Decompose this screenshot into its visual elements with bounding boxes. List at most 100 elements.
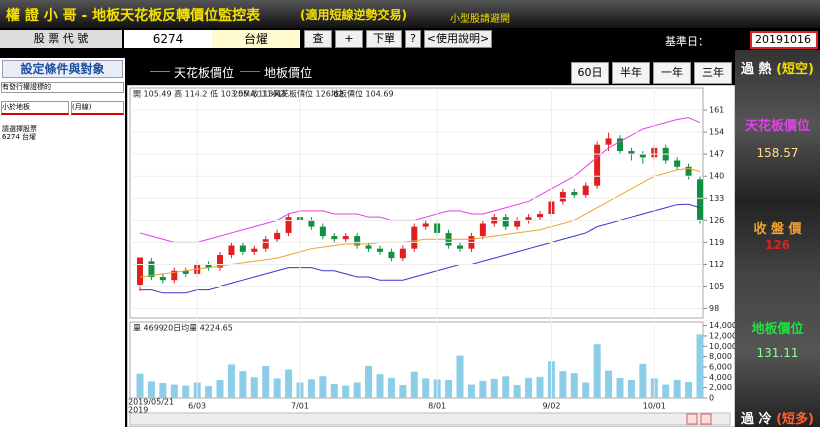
app-subtitle: (適用短線逆勢交易) (300, 8, 407, 22)
y-tick-label: 10,000 (709, 342, 735, 351)
ceiling-label: 天花板價位 (744, 119, 810, 134)
readout: 開 105.49 高 114.2 低 103.55 收 114.2 (133, 89, 285, 99)
toolbar-button[interactable]: 查 (304, 30, 332, 48)
volume-bar (182, 385, 190, 398)
y-tick-label: 0 (709, 394, 714, 403)
date-input[interactable]: 20191016 (750, 31, 818, 49)
volume-bar (205, 386, 213, 398)
x-tick-label: 9/02 (542, 402, 560, 411)
y-tick-label: 105 (709, 282, 724, 291)
cold-status: 過 冷 (短多) (735, 408, 820, 427)
volume-bar (673, 379, 681, 398)
readout: 天花板價位 126.62 (273, 89, 344, 99)
x-year-label: 2019 (128, 406, 148, 415)
x-tick-label: 10/01 (643, 402, 666, 411)
legend-label: 天花板價位 (174, 66, 235, 80)
volume-bar (662, 384, 670, 398)
volume-bar (685, 381, 693, 398)
close-value: 126 (764, 238, 791, 252)
volume-bar (239, 371, 247, 398)
range-button[interactable]: 一年 (653, 62, 691, 84)
legend-swatch (240, 71, 260, 72)
volume-bar (262, 365, 270, 398)
range-button[interactable]: 60日 (571, 62, 609, 84)
volume-bar (330, 384, 338, 398)
y-tick-label: 133 (709, 194, 724, 203)
left-panel: 設定條件與對象 有發行權證標的 小於地板 (月線) 請選擇股票 6274 台燿 (0, 58, 125, 427)
y-tick-label: 14,000 (709, 321, 735, 330)
volume-bar (582, 382, 590, 398)
period-select[interactable]: (月線) (71, 101, 124, 115)
legend-label: 地板價位 (264, 66, 313, 80)
y-tick-label: 98 (709, 304, 719, 313)
condition-select[interactable]: 小於地板 (1, 101, 69, 115)
volume-bar (399, 385, 407, 398)
volume-bar (559, 371, 567, 398)
y-tick-label: 126 (709, 216, 724, 225)
stock-name: 台燿 (212, 30, 300, 48)
scrollbar[interactable] (129, 412, 731, 426)
y-tick-label: 119 (709, 238, 724, 247)
app-title: 權 證 小 哥 - 地板天花板反轉價位監控表 (6, 8, 261, 24)
range-button[interactable]: 半年 (612, 62, 650, 84)
band-line (139, 117, 701, 243)
volume-bar (639, 363, 647, 398)
filter-select[interactable]: 有發行權證標的 (1, 82, 124, 93)
legend-swatch (150, 71, 170, 72)
right-panel (735, 50, 820, 427)
volume-bar (696, 334, 704, 398)
y-tick-label: 2,000 (709, 383, 732, 392)
y-tick-label: 12,000 (709, 331, 735, 340)
x-tick-label: 7/01 (291, 402, 309, 411)
zoom-icon[interactable] (700, 413, 712, 425)
volume-bar (250, 377, 258, 398)
volume-bar (627, 379, 635, 398)
volume-bar (365, 365, 373, 398)
toolbar-button[interactable]: 下單 (366, 30, 402, 48)
volume-bar (479, 380, 487, 398)
x-start-label: 2019/05/21 (128, 398, 174, 407)
y-tick-label: 140 (709, 172, 724, 181)
readout: 20MA 113.43 (233, 90, 286, 99)
y-tick-label: 8,000 (709, 352, 732, 361)
volume-bar (422, 378, 430, 398)
list-item[interactable]: 6274 台燿 (2, 133, 37, 141)
band-line (140, 203, 701, 294)
volume-bar (342, 385, 350, 398)
volume-bar (570, 373, 578, 398)
zoom-icon[interactable] (686, 413, 698, 425)
volume-bar (273, 378, 281, 398)
volume-bar (319, 376, 327, 398)
range-button[interactable]: 三年 (694, 62, 732, 84)
panel-heading: 設定條件與對象 (2, 60, 123, 78)
volume-bar (227, 364, 235, 398)
toolbar-button[interactable]: <使用說明> (424, 30, 492, 48)
ceiling-value: 158.57 (756, 146, 799, 160)
volume-readout: 20日均量 4224.65 (163, 323, 233, 333)
toolbar-button[interactable]: ? (405, 30, 421, 48)
title-bar: 權 證 小 哥 - 地板天花板反轉價位監控表 (適用短線逆勢交易) 小型股請避開 (0, 0, 820, 28)
volume-bar (616, 377, 624, 398)
hot-label: 過 熱 (741, 62, 772, 77)
list-title: 請選擇股票 (2, 125, 37, 133)
volume-bar (605, 370, 613, 398)
code-label: 股 票 代 號 (0, 30, 122, 48)
hot-status: 過 熱 (短空) (735, 58, 820, 77)
volume-bar (216, 379, 224, 398)
volume-bar (285, 369, 293, 398)
volume-bar (467, 384, 475, 398)
code-input[interactable]: 6274 (124, 30, 212, 48)
volume-bar (170, 384, 178, 398)
toolbar-button[interactable]: + (335, 30, 363, 48)
note: 小型股請避開 (450, 14, 510, 25)
floor-label: 地板價位 (751, 322, 804, 337)
y-tick-label: 112 (709, 260, 724, 269)
cold-tag: (短多) (776, 412, 814, 427)
floor-value: 131.11 (756, 346, 799, 360)
volume-bar (387, 377, 395, 398)
volume-readout: 量 4699 (133, 324, 164, 333)
volume-bar (536, 376, 544, 398)
volume-bar (490, 378, 498, 398)
